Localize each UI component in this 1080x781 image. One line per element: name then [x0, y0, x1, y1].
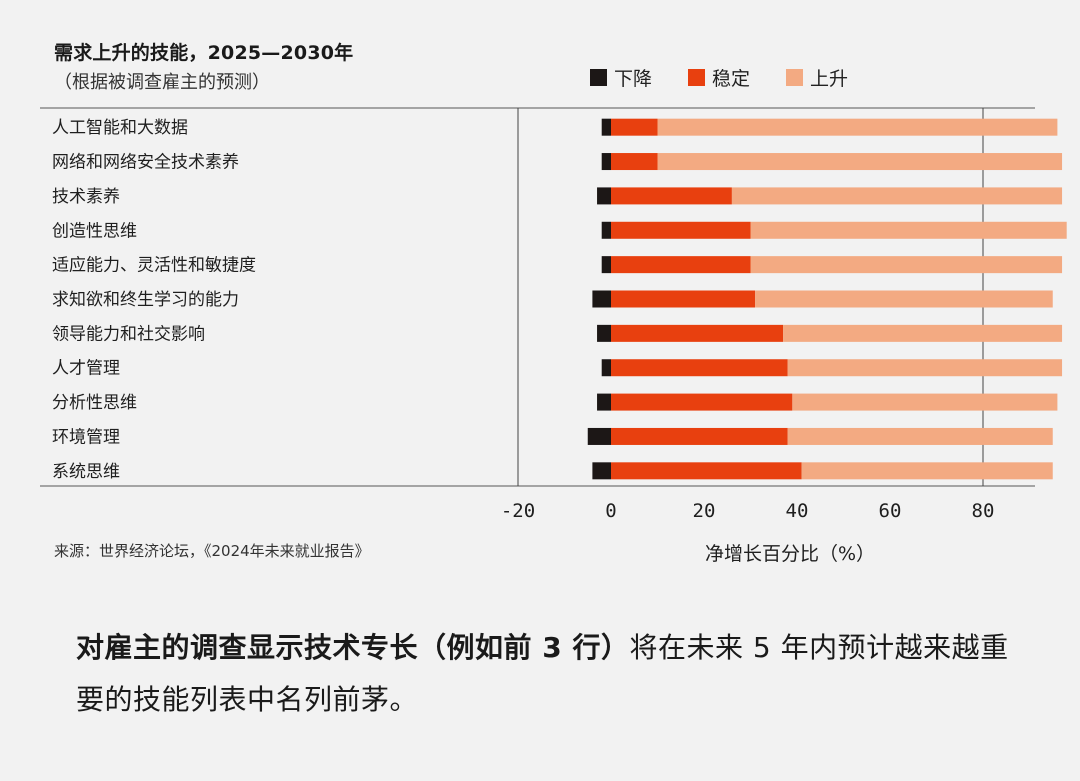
x-tick-label: 20 — [693, 500, 716, 522]
bar-segment-decline — [597, 324, 611, 342]
bar-segment-decline — [601, 153, 611, 171]
bar-segment-increase — [792, 393, 1058, 411]
bar-segment-decline — [601, 118, 611, 136]
category-label: 求知欲和终生学习的能力 — [52, 290, 239, 310]
legend-swatch-decline — [590, 69, 607, 86]
caption: 对雇主的调查显示技术专长（例如前 3 行）将在未来 5 年内预计越来越重要的技能… — [76, 622, 1026, 726]
bar-segment-decline — [597, 393, 611, 411]
bar-segment-decline — [601, 359, 611, 377]
bar-segment-stable — [611, 187, 732, 205]
x-tick-label: -20 — [501, 500, 535, 522]
legend-item-stable: 稳定 — [688, 64, 750, 91]
caption-bold: 对雇主的调查显示技术专长（例如前 3 行） — [76, 631, 630, 664]
bar-segment-decline — [587, 427, 611, 445]
x-tick-label: 60 — [879, 500, 902, 522]
category-label: 适应能力、灵活性和敏捷度 — [52, 256, 256, 276]
category-label: 环境管理 — [52, 427, 120, 447]
category-label: 分析性思维 — [52, 393, 137, 413]
bar-segment-decline — [601, 221, 611, 239]
bar-segment-decline — [597, 187, 611, 205]
x-tick-label: 80 — [972, 500, 995, 522]
bar-segment-increase — [787, 427, 1053, 445]
x-axis-label: 净增长百分比（%） — [705, 543, 876, 565]
bar-segment-stable — [611, 462, 802, 480]
legend: 下降 稳定 上升 — [590, 64, 884, 91]
category-label: 创造性思维 — [52, 221, 137, 241]
bar-segment-stable — [611, 324, 784, 342]
bar-segment-increase — [657, 153, 1063, 171]
bar-segment-stable — [611, 393, 793, 411]
legend-label-stable: 稳定 — [712, 68, 751, 90]
x-tick-label: 40 — [786, 500, 809, 522]
x-tick-label: 0 — [605, 500, 616, 522]
bar-segment-stable — [611, 359, 788, 377]
legend-label-decline: 下降 — [614, 68, 653, 90]
bar-segment-stable — [611, 256, 751, 274]
bar-segment-increase — [801, 462, 1053, 480]
category-label: 系统思维 — [52, 462, 120, 482]
legend-label-increase: 上升 — [810, 68, 849, 90]
bar-segment-stable — [611, 118, 658, 136]
source-note: 来源：世界经济论坛，《2024年未来就业报告》 — [54, 542, 370, 560]
category-label: 领导能力和社交影响 — [52, 324, 205, 344]
bar-segment-increase — [783, 324, 1063, 342]
chart-title: 需求上升的技能，2025—2030年 — [54, 42, 354, 64]
bar-segment-stable — [611, 153, 658, 171]
category-label: 人才管理 — [52, 359, 120, 379]
bar-segment-increase — [657, 118, 1058, 136]
bar-segment-stable — [611, 221, 751, 239]
category-label: 人工智能和大数据 — [52, 118, 188, 138]
category-label: 技术素养 — [52, 187, 120, 207]
legend-swatch-stable — [688, 69, 706, 86]
bar-segment-increase — [750, 256, 1063, 274]
bar-segment-increase — [750, 221, 1067, 239]
bar-segment-increase — [787, 359, 1063, 377]
caption-rest: 将在未来 5 年内预计越来越重要的技能列表中名列前茅。 — [76, 631, 1009, 716]
bar-segment-increase — [755, 290, 1053, 308]
legend-swatch-increase — [786, 69, 804, 86]
legend-item-decline: 下降 — [590, 64, 652, 91]
category-label: 网络和网络安全技术素养 — [52, 153, 239, 173]
bar-segment-stable — [611, 427, 788, 445]
bar-segment-decline — [601, 256, 611, 274]
bar-segment-increase — [731, 187, 1063, 205]
legend-item-increase: 上升 — [786, 64, 848, 91]
chart-subtitle: （根据被调查雇主的预测） — [54, 72, 270, 93]
bar-segment-stable — [611, 290, 756, 308]
bar-segment-decline — [592, 290, 611, 308]
bar-segment-decline — [592, 462, 611, 480]
